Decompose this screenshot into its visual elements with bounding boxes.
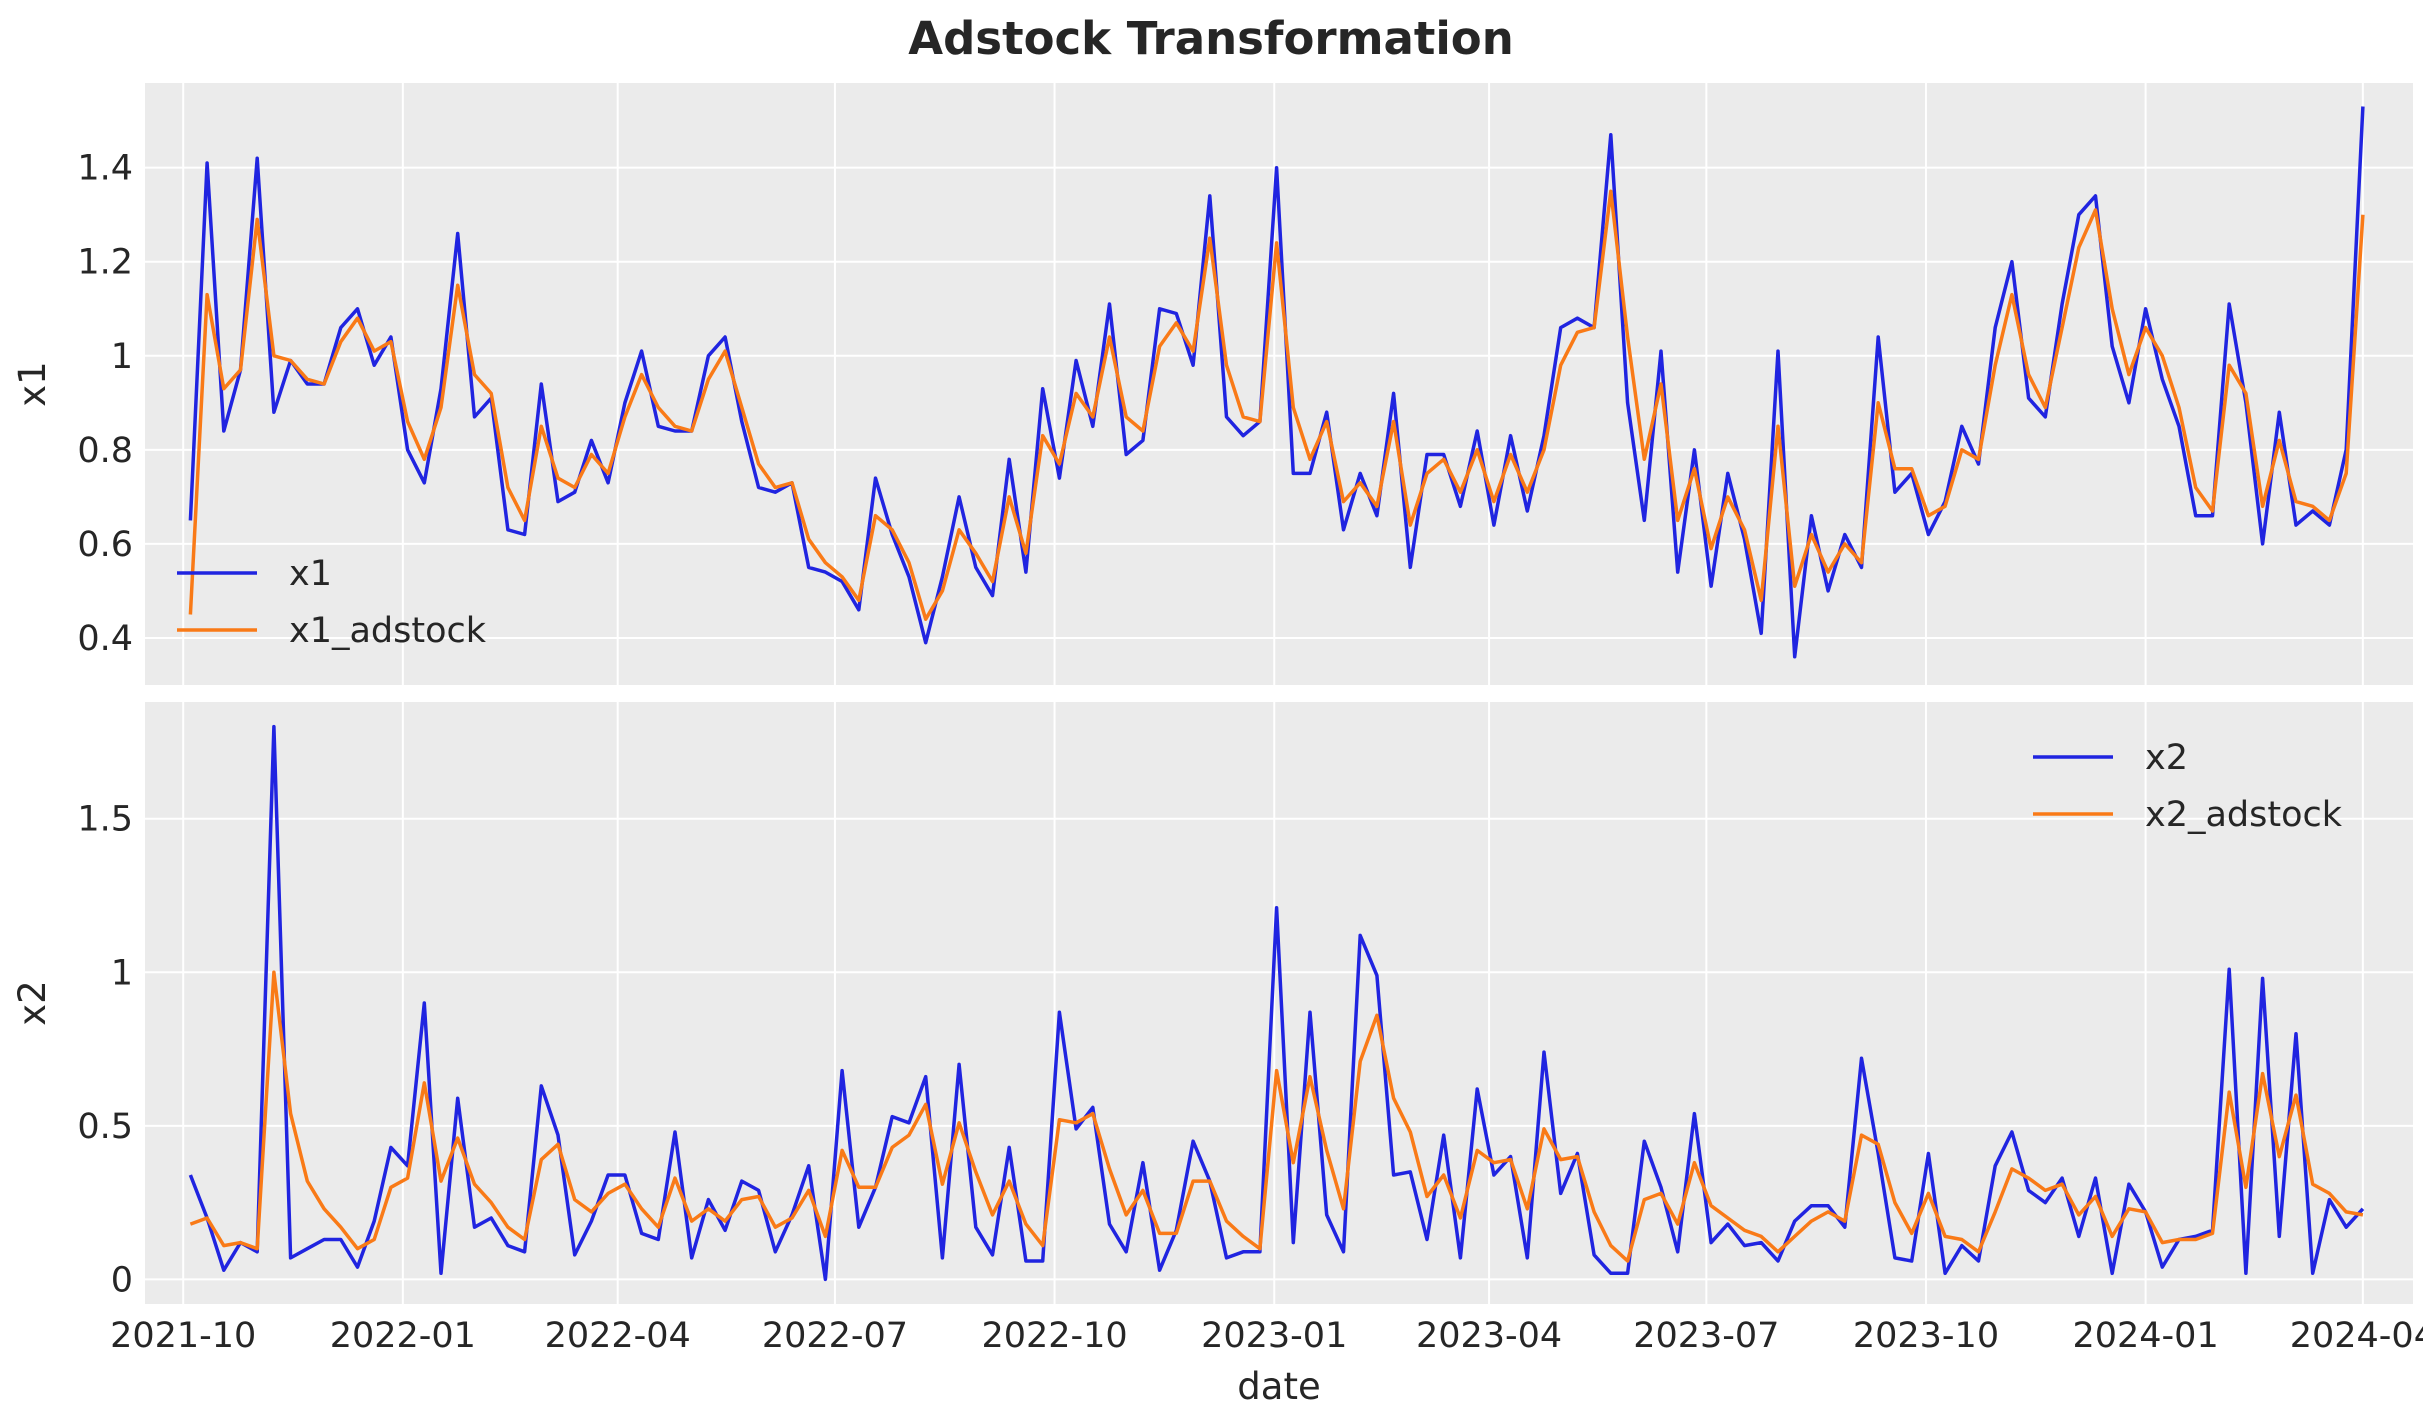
plot-area [145, 702, 2413, 1304]
x-tick-label: 2021-10 [110, 1316, 256, 1356]
y-tick-label: 1 [111, 953, 133, 993]
x-tick-label: 2023-10 [1853, 1316, 1999, 1356]
x-tick-label: 2022-04 [545, 1316, 691, 1356]
y-tick-label: 1.2 [77, 243, 133, 283]
legend-label-x1: x1 [289, 554, 332, 594]
legend-label-x2: x2 [2145, 738, 2188, 778]
x-axis-label: date [1237, 1365, 1320, 1408]
x-tick-label: 2023-01 [1201, 1316, 1347, 1356]
y-tick-label: 1.4 [77, 149, 133, 189]
series-line-x2-adstock [189, 970, 2364, 1263]
y-tick-label: 1.5 [77, 800, 133, 840]
y-tick-label: 0.6 [77, 525, 133, 565]
x-tick-label: 2022-01 [330, 1316, 476, 1356]
x1-panel: 0.4 0.6 0.8 1 1.2 1.4 x1 x1 x1_adstock [11, 83, 2413, 685]
x-tick-label: 2023-04 [1416, 1316, 1562, 1356]
x-tick-label: 2024-04 [2290, 1316, 2423, 1356]
series-line-x1-adstock [188, 189, 2365, 621]
y-tick-label: 0.8 [77, 431, 133, 471]
series-line-x2 [188, 724, 2365, 1282]
x-tick-label: 2022-07 [762, 1316, 908, 1356]
y-axis-label: x2 [11, 980, 54, 1025]
chart-title: Adstock Transformation [908, 12, 1513, 65]
x-tick-label: 2024-01 [2072, 1316, 2218, 1356]
plot-area [145, 83, 2413, 685]
x-tick-label: 2022-10 [981, 1316, 1127, 1356]
y-axis-label: x1 [11, 361, 54, 406]
x2-panel: 0 0.5 1 1.5 x2 x2 x2_adstock 2021-10 2022-01 2022… [11, 702, 2423, 1408]
y-tick-label: 0.5 [77, 1107, 133, 1147]
legend-label-x1-adstock: x1_adstock [289, 611, 487, 651]
y-tick-label: 0.4 [77, 619, 133, 659]
y-tick-label: 0 [111, 1260, 133, 1300]
y-tick-label: 1 [111, 337, 133, 377]
legend-label-x2-adstock: x2_adstock [2145, 795, 2343, 835]
x-tick-label: 2023-07 [1633, 1316, 1779, 1356]
